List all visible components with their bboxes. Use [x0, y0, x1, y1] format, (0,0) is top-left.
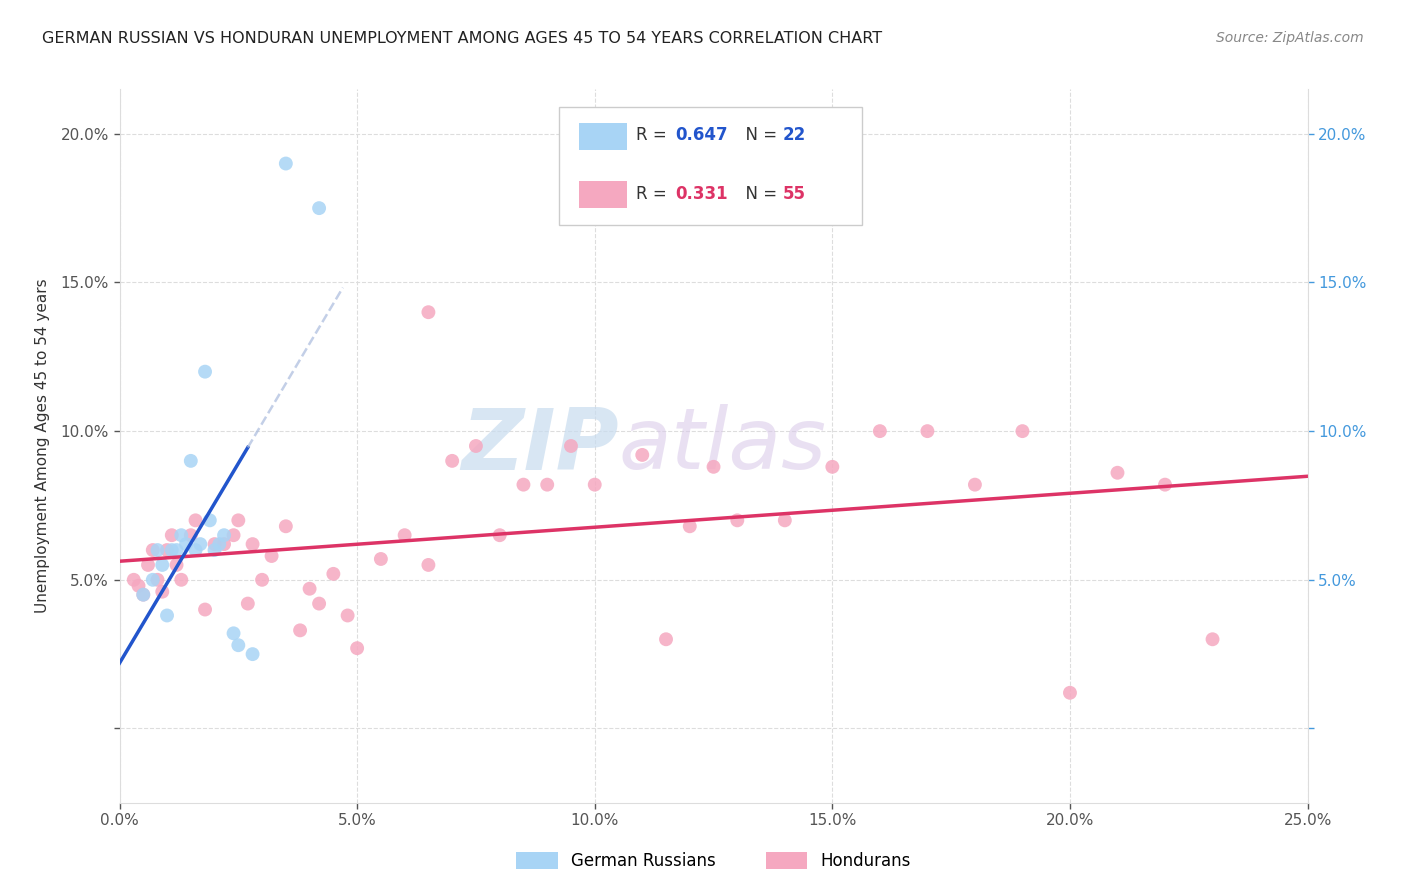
Point — [222, 528, 245, 542]
Point — [194, 365, 217, 379]
Text: 0.647: 0.647 — [675, 126, 728, 144]
Point — [150, 584, 173, 599]
Point — [212, 528, 235, 542]
Point — [174, 537, 197, 551]
Point — [322, 566, 344, 581]
Point — [1011, 424, 1033, 438]
Point — [1154, 477, 1177, 491]
Point — [394, 528, 416, 542]
Text: N =: N = — [735, 126, 782, 144]
Text: atlas: atlas — [619, 404, 827, 488]
Point — [869, 424, 891, 438]
Point — [631, 448, 654, 462]
Point — [418, 305, 440, 319]
Point — [821, 459, 844, 474]
Point — [142, 543, 165, 558]
FancyBboxPatch shape — [579, 123, 627, 150]
FancyBboxPatch shape — [560, 107, 862, 225]
Point — [170, 528, 193, 542]
Point — [274, 156, 297, 170]
Point — [146, 543, 169, 558]
Point — [1059, 686, 1081, 700]
Point — [184, 513, 207, 527]
Point — [1107, 466, 1129, 480]
Point — [773, 513, 796, 527]
Point — [222, 626, 245, 640]
Text: 22: 22 — [783, 126, 806, 144]
Text: R =: R = — [637, 186, 672, 203]
Point — [702, 459, 725, 474]
Point — [441, 454, 464, 468]
Point — [184, 543, 207, 558]
Point — [204, 543, 226, 558]
Point — [150, 558, 173, 572]
Point — [166, 543, 188, 558]
Point — [204, 537, 226, 551]
Text: ZIP: ZIP — [461, 404, 619, 488]
Point — [725, 513, 748, 527]
Point — [180, 528, 202, 542]
Point — [242, 537, 264, 551]
Point — [166, 558, 188, 572]
Point — [228, 513, 250, 527]
Point — [583, 477, 606, 491]
Point — [679, 519, 702, 533]
Point — [655, 632, 678, 647]
Text: R =: R = — [637, 126, 672, 144]
Point — [1201, 632, 1223, 647]
Point — [536, 477, 558, 491]
Point — [418, 558, 440, 572]
Point — [208, 537, 231, 551]
Point — [346, 641, 368, 656]
Point — [236, 597, 259, 611]
Text: GERMAN RUSSIAN VS HONDURAN UNEMPLOYMENT AMONG AGES 45 TO 54 YEARS CORRELATION CH: GERMAN RUSSIAN VS HONDURAN UNEMPLOYMENT … — [42, 31, 883, 46]
Point — [128, 579, 150, 593]
Point — [250, 573, 273, 587]
Point — [146, 573, 169, 587]
Point — [512, 477, 534, 491]
Point — [156, 543, 179, 558]
Point — [160, 528, 183, 542]
Text: N =: N = — [735, 186, 782, 203]
Point — [132, 588, 155, 602]
Point — [963, 477, 986, 491]
Point — [142, 573, 165, 587]
Point — [242, 647, 264, 661]
Point — [170, 573, 193, 587]
Point — [194, 602, 217, 616]
Text: 55: 55 — [783, 186, 806, 203]
Point — [228, 638, 250, 652]
Point — [336, 608, 359, 623]
Point — [188, 537, 211, 551]
Point — [132, 588, 155, 602]
Point — [560, 439, 582, 453]
Point — [274, 519, 297, 533]
Point — [917, 424, 939, 438]
Point — [488, 528, 510, 542]
Point — [288, 624, 311, 638]
Point — [464, 439, 488, 453]
FancyBboxPatch shape — [579, 181, 627, 209]
Point — [260, 549, 283, 563]
Point — [136, 558, 159, 572]
Point — [180, 454, 202, 468]
Point — [212, 537, 235, 551]
Point — [308, 597, 330, 611]
Point — [122, 573, 145, 587]
Point — [160, 543, 183, 558]
Point — [370, 552, 392, 566]
Point — [308, 201, 330, 215]
Point — [298, 582, 321, 596]
Y-axis label: Unemployment Among Ages 45 to 54 years: Unemployment Among Ages 45 to 54 years — [35, 278, 49, 614]
Text: 0.331: 0.331 — [675, 186, 728, 203]
Legend: German Russians, Hondurans: German Russians, Hondurans — [509, 845, 918, 877]
Point — [156, 608, 179, 623]
Text: Source: ZipAtlas.com: Source: ZipAtlas.com — [1216, 31, 1364, 45]
Point — [198, 513, 221, 527]
